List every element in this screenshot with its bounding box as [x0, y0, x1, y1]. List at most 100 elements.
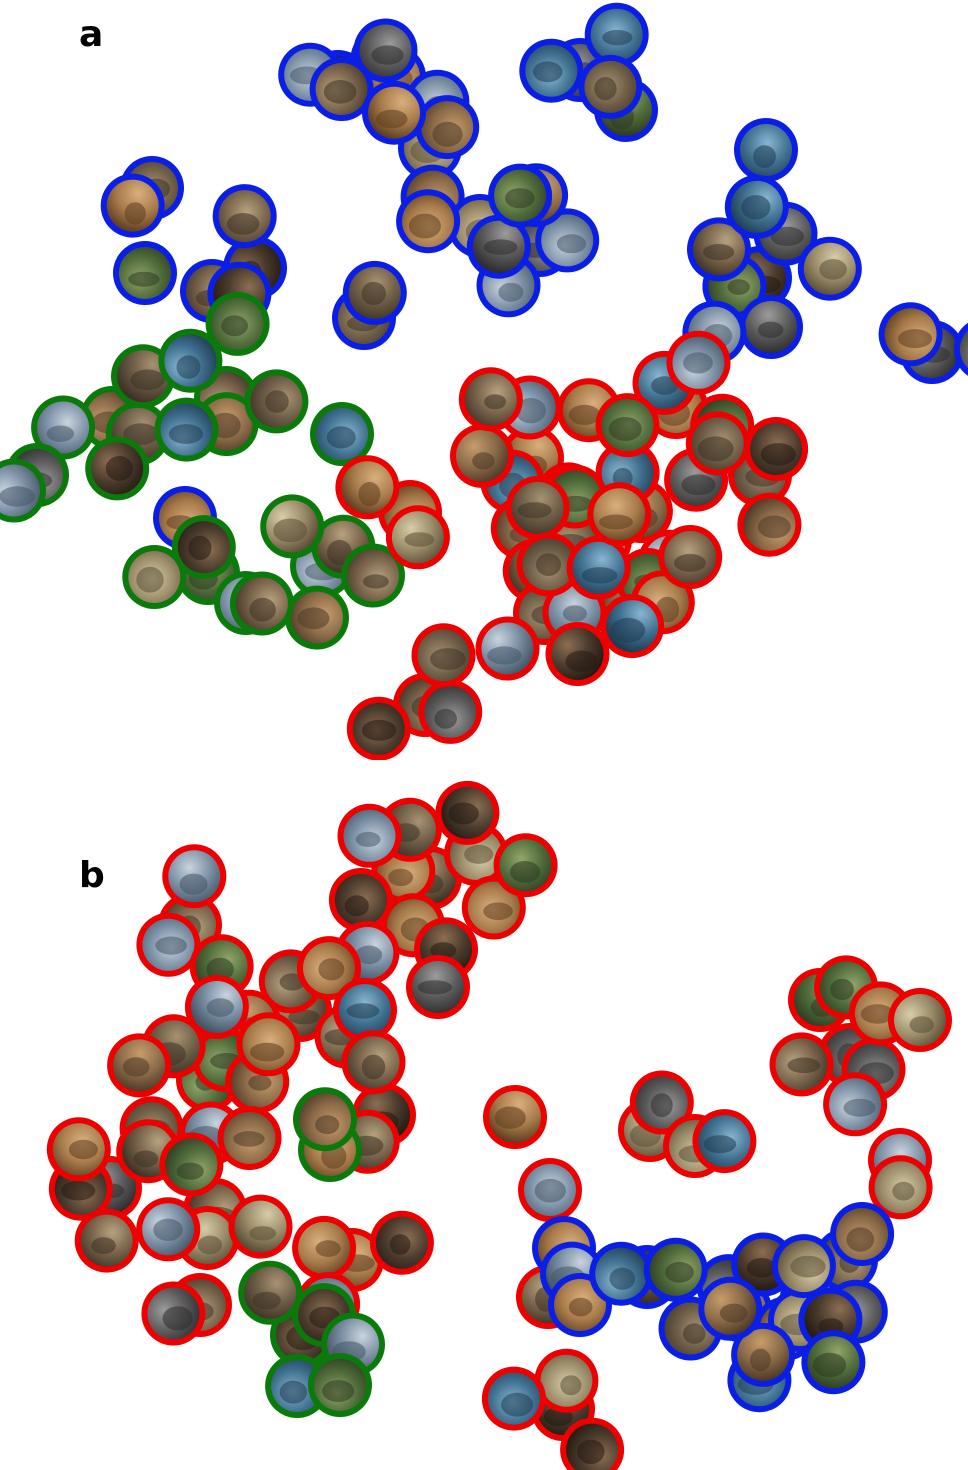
animal-silhouette	[472, 452, 495, 470]
cluster-red	[346, 623, 483, 760]
animal-silhouette	[483, 239, 518, 255]
cluster-blue	[100, 156, 184, 238]
cluster-red	[141, 1273, 232, 1346]
animal-silhouette	[448, 802, 479, 825]
animal-silhouette	[568, 404, 601, 425]
animal-silhouette	[892, 1181, 915, 1201]
animal-silhouette	[432, 121, 463, 147]
animal-silhouette	[91, 1237, 116, 1254]
animal-silhouette	[681, 474, 716, 496]
animal-silhouette	[322, 1380, 355, 1402]
animal-silhouette	[133, 1150, 159, 1168]
animal-silhouette	[515, 398, 546, 424]
animal-silhouette	[610, 617, 646, 643]
cluster-blue	[332, 260, 407, 350]
animal-silhouette	[273, 518, 308, 543]
cluster-red	[335, 1030, 416, 1174]
animal-silhouette	[123, 423, 159, 445]
animal-silhouette	[665, 1261, 694, 1283]
animal-silhouette	[683, 352, 713, 374]
cluster-green	[310, 402, 374, 466]
animal-silhouette	[408, 213, 441, 239]
animal-silhouette	[494, 1106, 526, 1129]
animal-silhouette	[846, 1227, 875, 1252]
animal-silhouette	[650, 1093, 673, 1118]
animal-silhouette	[608, 417, 642, 441]
animal-silhouette	[498, 282, 524, 302]
animal-silhouette	[355, 945, 383, 965]
animal-silhouette	[221, 315, 249, 337]
animal-silhouette	[361, 1054, 386, 1080]
cluster-blue	[396, 163, 553, 279]
animal-silhouette	[750, 1348, 771, 1372]
animal-silhouette	[371, 45, 404, 65]
animal-silhouette	[355, 831, 381, 847]
cluster-red	[475, 532, 610, 686]
animal-silhouette	[484, 394, 507, 410]
animal-silhouette	[757, 515, 791, 539]
animal-silhouette	[188, 535, 212, 561]
cluster-green	[308, 1353, 372, 1417]
animal-silhouette	[249, 1042, 285, 1062]
animal-silhouette	[0, 486, 36, 507]
animal-silhouette	[609, 1267, 636, 1290]
cluster-blue	[878, 302, 968, 384]
animal-silhouette	[248, 1075, 272, 1091]
animal-silhouette	[279, 1380, 308, 1404]
animal-silhouette	[252, 1291, 281, 1310]
cluster-red	[595, 330, 755, 512]
cluster-green	[229, 494, 405, 650]
cluster-red	[328, 780, 558, 985]
animal-silhouette	[830, 978, 854, 1001]
animal-silhouette	[898, 329, 932, 349]
animal-silhouette	[434, 708, 458, 729]
animal-silhouette	[315, 1240, 341, 1257]
animal-silhouette	[168, 424, 204, 444]
animal-silhouette	[176, 355, 201, 379]
cluster-blue	[578, 54, 658, 142]
animal-silhouette	[361, 281, 386, 306]
animal-silhouette	[249, 597, 276, 622]
cluster-red	[566, 482, 723, 659]
animal-silhouette	[703, 1135, 737, 1154]
panel-a: a	[0, 2, 968, 760]
cluster-red	[663, 1109, 757, 1178]
animal-silhouette	[249, 1226, 277, 1241]
animal-silhouette	[577, 1439, 605, 1464]
animal-silhouette	[683, 1323, 706, 1344]
animal-silhouette	[326, 426, 356, 449]
cluster-red	[685, 411, 809, 557]
animal-silhouette	[388, 868, 414, 887]
animal-silhouette	[136, 566, 164, 593]
animal-silhouette	[483, 902, 513, 921]
animal-silhouette	[464, 844, 494, 864]
animal-silhouette	[417, 980, 453, 995]
animal-silhouette	[860, 1004, 895, 1024]
animal-silhouette	[517, 502, 552, 519]
animal-silhouette	[206, 998, 234, 1017]
cluster-blue	[698, 1234, 866, 1395]
cluster-red	[618, 1070, 694, 1162]
animal-silhouette	[361, 719, 397, 741]
animal-silhouette	[128, 271, 160, 287]
cluster-red	[888, 988, 952, 1052]
animal-silhouette	[909, 1016, 934, 1034]
animal-silhouette	[404, 532, 435, 547]
animal-silhouette	[509, 861, 541, 883]
animal-silhouette	[363, 574, 389, 589]
animal-silhouette	[819, 259, 847, 280]
animal-silhouette	[760, 443, 796, 466]
animal-silhouette	[206, 957, 234, 981]
animal-silhouette	[560, 1375, 582, 1396]
cluster-red	[136, 1132, 293, 1270]
animal-silhouette	[288, 1009, 320, 1025]
animal-silhouette	[233, 1131, 265, 1147]
cluster-red	[518, 1158, 582, 1222]
animal-silhouette	[562, 605, 588, 622]
embedding-scatter-b	[46, 780, 952, 1470]
animal-silhouette	[197, 1235, 223, 1255]
animal-silhouette	[346, 1003, 380, 1019]
animal-silhouette	[358, 481, 381, 507]
animal-silhouette	[697, 436, 734, 462]
animal-silhouette	[843, 1098, 876, 1117]
